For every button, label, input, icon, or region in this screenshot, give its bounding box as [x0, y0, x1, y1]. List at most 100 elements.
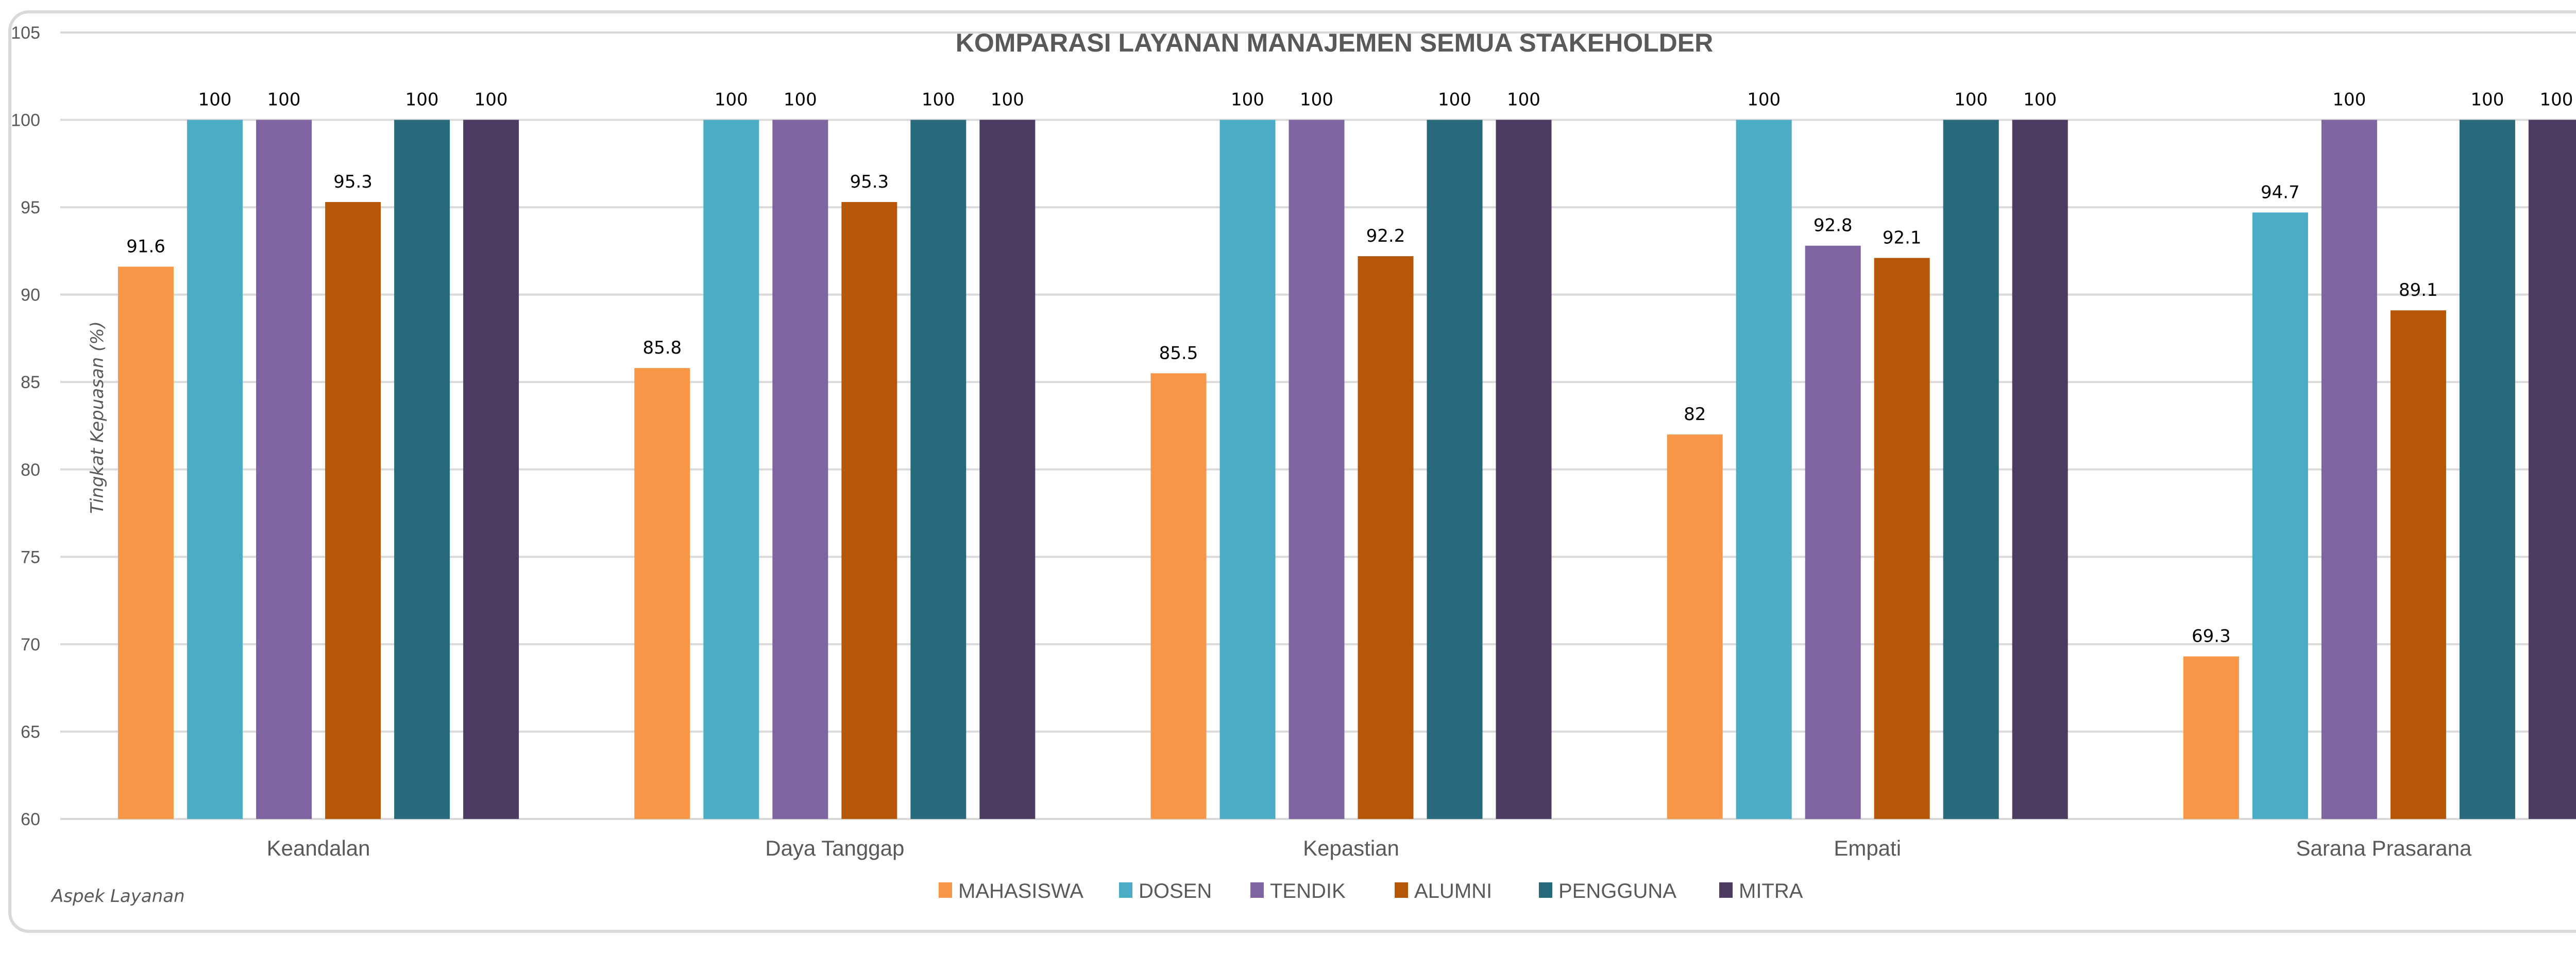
legend-label: PENGGUNA [1558, 880, 1676, 902]
bar-dosen-empati [1736, 120, 1792, 819]
bar-mahasiswa-daya-tanggap [634, 368, 690, 819]
legend-item-alumni[interactable]: ALUMNI [1395, 880, 1492, 902]
y-tick-label: 100 [11, 111, 40, 130]
bar-mitra-daya-tanggap [979, 120, 1036, 819]
data-label: 92.8 [1814, 215, 1853, 236]
data-label: 100 [1438, 90, 1471, 110]
bar-mahasiswa-sarana-prasarana [2183, 656, 2239, 819]
data-label: 100 [474, 90, 508, 110]
bar-tendik-kepastian [1289, 120, 1345, 819]
legend-label: TENDIK [1270, 880, 1346, 902]
bar-dosen-keandalan [187, 120, 243, 819]
data-label: 100 [405, 90, 439, 110]
legend-item-mitra[interactable]: MITRA [1719, 880, 1803, 902]
data-label: 100 [1507, 90, 1540, 110]
bar-alumni-sarana-prasarana [2390, 310, 2446, 819]
bar-alumni-daya-tanggap [841, 202, 897, 819]
data-label: 100 [267, 90, 301, 110]
bar-alumni-keandalan [325, 202, 381, 819]
category-label: Daya Tanggap [765, 836, 904, 860]
category-label: Sarana Prasarana [2296, 836, 2472, 860]
legend-item-dosen[interactable]: DOSEN [1119, 880, 1212, 902]
legend-label: DOSEN [1139, 880, 1212, 902]
data-label: 95.3 [333, 172, 372, 192]
legend-swatch [939, 882, 952, 898]
data-label: 100 [2023, 90, 2057, 110]
legend-label: MAHASISWA [958, 880, 1083, 902]
y-tick-label: 60 [21, 810, 40, 829]
data-label: 100 [2332, 90, 2366, 110]
legend-item-tendik[interactable]: TENDIK [1250, 880, 1346, 902]
y-tick-label: 70 [21, 635, 40, 655]
bar-tendik-daya-tanggap [772, 120, 828, 819]
legend-swatch [1539, 882, 1552, 898]
data-labels: 91.6 100 100 95.3 100 100 85.8 100 100 95.3 100 100… [126, 90, 2573, 647]
bar-alumni-empati [1874, 258, 1930, 819]
data-label: 89.1 [2399, 280, 2438, 300]
bar-pengguna-keandalan [394, 120, 450, 819]
data-label: 92.2 [1366, 226, 1405, 246]
data-label: 69.3 [2192, 626, 2231, 647]
bar-dosen-kepastian [1219, 120, 1276, 819]
bar-dosen-daya-tanggap [703, 120, 759, 819]
data-label: 94.7 [2261, 182, 2300, 203]
bar-tendik-keandalan [256, 120, 312, 819]
y-tick-label: 85 [21, 373, 40, 392]
data-label: 100 [1954, 90, 1988, 110]
bar-mahasiswa-empati [1667, 434, 1723, 819]
legend-swatch [1119, 882, 1132, 898]
legend-swatch [1719, 882, 1733, 898]
y-axis-title: Tingkat Kepuasan (%) [87, 321, 108, 514]
data-label: 100 [991, 90, 1024, 110]
data-label: 85.5 [1159, 343, 1198, 363]
data-label: 100 [2470, 90, 2504, 110]
data-label: 85.8 [642, 338, 682, 358]
legend-label: ALUMNI [1414, 880, 1492, 902]
legend-item-mahasiswa[interactable]: MAHASISWA [939, 880, 1083, 902]
data-label: 100 [198, 90, 232, 110]
bar-pengguna-daya-tanggap [910, 120, 967, 819]
y-tick-label: 95 [21, 198, 40, 217]
bar-pengguna-kepastian [1427, 120, 1483, 819]
y-tick-label: 80 [21, 460, 40, 480]
bar-mahasiswa-kepastian [1150, 373, 1207, 819]
data-label: 92.1 [1883, 227, 1922, 248]
legend-swatch [1250, 882, 1264, 898]
chart-title: KOMPARASI LAYANAN MANAJEMEN SEMUA STAKEH… [956, 28, 1713, 57]
x-axis-title: Aspek Layanan [50, 886, 185, 907]
data-label: 100 [922, 90, 955, 110]
data-label: 95.3 [850, 172, 889, 192]
bar-tendik-sarana-prasarana [2321, 120, 2377, 819]
data-label: 100 [715, 90, 748, 110]
bar-mitra-kepastian [1496, 120, 1552, 819]
data-label: 91.6 [126, 236, 165, 257]
bar-mitra-empati [2012, 120, 2068, 819]
y-axis-ticks: 60 65 70 75 80 85 90 95 100 105 [11, 23, 40, 829]
category-label: Empati [1834, 836, 1901, 860]
data-label: 100 [2539, 90, 2573, 110]
y-tick-label: 65 [21, 722, 40, 742]
data-label: 100 [784, 90, 817, 110]
bar-alumni-kepastian [1358, 256, 1414, 819]
category-label: Kepastian [1303, 836, 1399, 860]
data-label: 100 [1231, 90, 1264, 110]
bar-pengguna-empati [1943, 120, 1999, 819]
bar-mitra-sarana-prasarana [2528, 120, 2576, 819]
y-tick-label: 90 [21, 286, 40, 305]
category-label: Keandalan [267, 836, 370, 860]
bars [118, 120, 2576, 819]
legend-item-pengguna[interactable]: PENGGUNA [1539, 880, 1676, 902]
bar-mahasiswa-keandalan [118, 266, 174, 819]
data-label: 100 [1300, 90, 1333, 110]
bar-tendik-empati [1805, 245, 1861, 819]
x-axis-categories: Keandalan Daya Tanggap Kepastian Empati Sara… [267, 836, 2472, 860]
legend-swatch [1395, 882, 1408, 898]
data-label: 82 [1684, 404, 1706, 425]
legend: MAHASISWA DOSEN TENDIK ALUMNI PENGGUNA MITRA [939, 880, 1803, 902]
y-tick-label: 105 [11, 23, 40, 43]
bar-pengguna-sarana-prasarana [2459, 120, 2515, 819]
legend-label: MITRA [1739, 880, 1803, 902]
y-tick-label: 75 [21, 547, 40, 567]
data-label: 100 [1747, 90, 1781, 110]
